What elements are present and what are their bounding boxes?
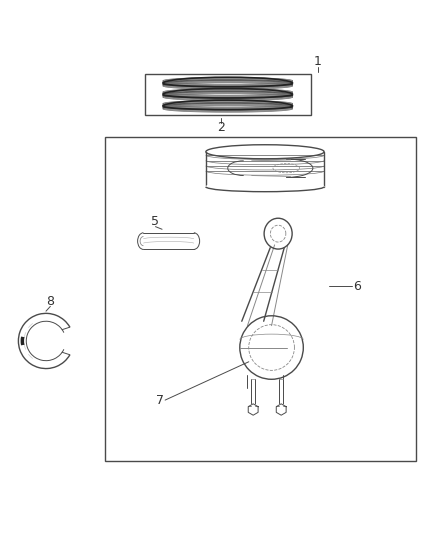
Polygon shape bbox=[276, 404, 286, 415]
Ellipse shape bbox=[206, 145, 324, 159]
Bar bbox=[105, 138, 416, 462]
Text: 8: 8 bbox=[46, 295, 54, 308]
Text: 5: 5 bbox=[152, 215, 159, 228]
Polygon shape bbox=[248, 404, 258, 415]
Text: 2: 2 bbox=[217, 120, 225, 134]
Text: 6: 6 bbox=[353, 280, 361, 293]
Bar bbox=[145, 74, 311, 115]
Text: 7: 7 bbox=[156, 393, 164, 407]
Ellipse shape bbox=[206, 182, 324, 192]
Text: 1: 1 bbox=[314, 55, 321, 68]
